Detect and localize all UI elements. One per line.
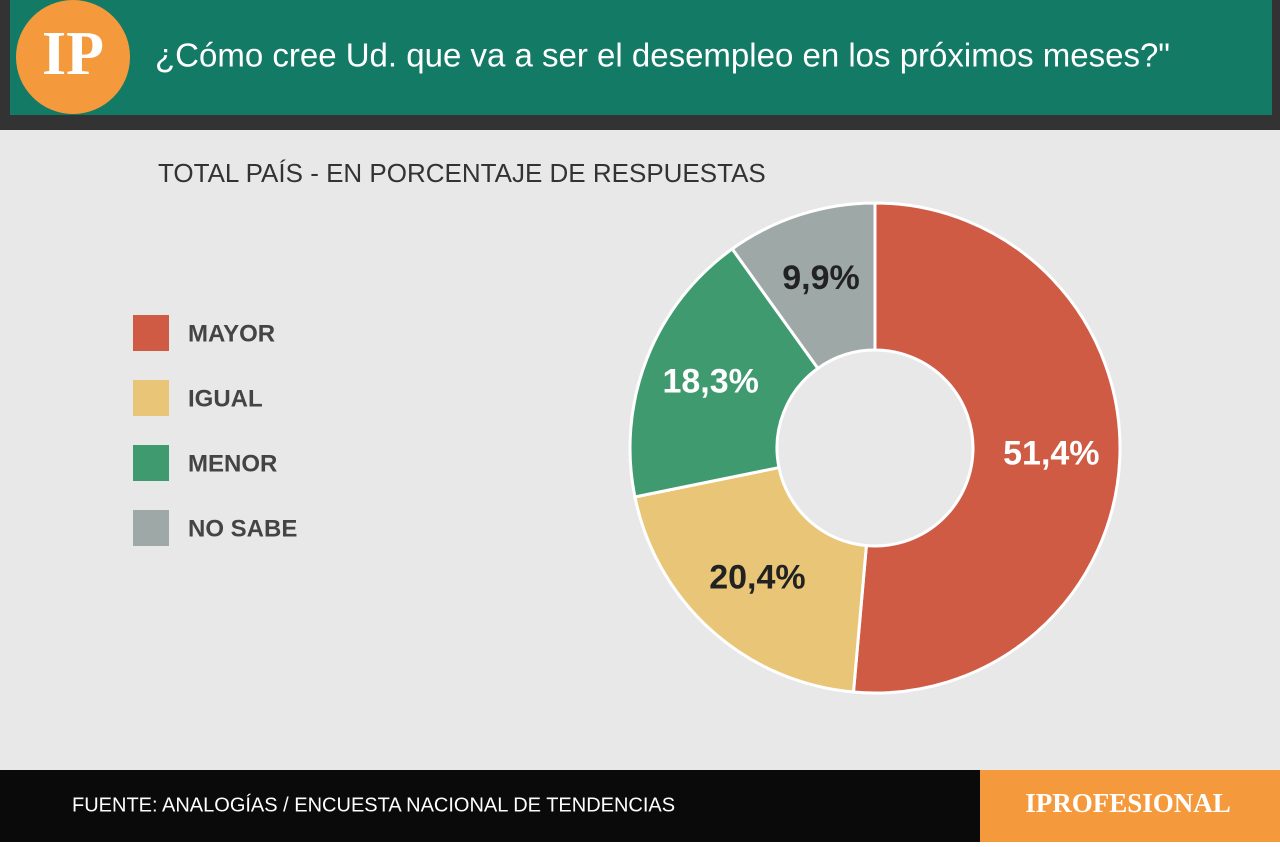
value-label: 9,9% xyxy=(782,259,860,297)
header-band xyxy=(10,0,1272,115)
value-label: 51,4% xyxy=(1003,435,1099,473)
donut-slice xyxy=(851,201,1122,695)
brand-box xyxy=(980,770,1280,842)
brand: IPROFESIONAL xyxy=(1025,788,1231,818)
donut-chart: MAYOR IGUAL MENOR NO SABE 51,4% 20,4% 18,3% 9,9… xyxy=(133,201,1122,695)
legend-swatch xyxy=(133,445,169,481)
legend-label: MENOR xyxy=(188,450,277,477)
donut-slice xyxy=(633,465,869,694)
legend-swatch xyxy=(133,510,169,546)
legend-swatch xyxy=(133,380,169,416)
legend-swatch xyxy=(133,315,169,351)
legend-label: NO SABE xyxy=(188,515,297,542)
chart-title: ¿Cómo cree Ud. que va a ser el desempleo… xyxy=(155,37,1170,74)
donut-slice xyxy=(730,201,877,371)
source: FUENTE: ANALOGÍAS / ENCUESTA NACIONAL DE… xyxy=(72,793,675,816)
chart-subtitle: TOTAL PAÍS - EN PORCENTAJE DE RESPUESTAS xyxy=(158,158,766,188)
value-label: 20,4% xyxy=(709,559,805,597)
value-label: 18,3% xyxy=(662,363,758,401)
donut-slice xyxy=(628,246,820,499)
legend-label: IGUAL xyxy=(188,385,263,412)
legend-label: MAYOR xyxy=(188,320,275,347)
logo-circle xyxy=(16,0,130,114)
logo: IP xyxy=(42,20,104,88)
